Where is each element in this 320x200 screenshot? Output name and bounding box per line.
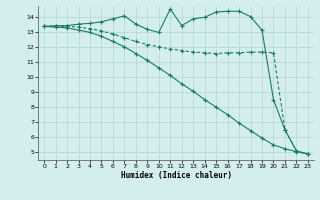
X-axis label: Humidex (Indice chaleur): Humidex (Indice chaleur) bbox=[121, 171, 231, 180]
